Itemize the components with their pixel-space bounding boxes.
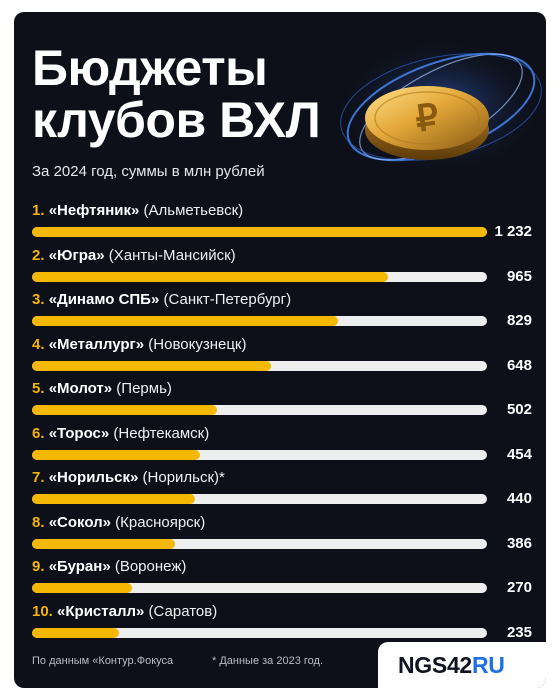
club-name: «Кристалл»	[57, 602, 145, 620]
title-line-1: Бюджеты	[32, 40, 268, 96]
bar-row: 8. «Сокол» (Красноярск) 386	[32, 514, 532, 558]
row-label: 1. «Нефтяник» (Альметьевск)	[32, 202, 243, 219]
bar-fill	[32, 627, 119, 638]
row-label: 8. «Сокол» (Красноярск)	[32, 514, 205, 531]
bar-fill	[32, 316, 339, 326]
rank-number: 9.	[32, 558, 45, 575]
bar-value-label: 440	[506, 490, 532, 507]
bar-row: 3. «Динамо СПБ» (Санкт-Петербург) 829	[32, 291, 532, 335]
row-label: 4. «Металлург» (Новокузнецк)	[32, 336, 247, 353]
page-title: Бюджеты клубов ВХЛ	[32, 40, 321, 148]
club-name: «Торос»	[48, 424, 110, 442]
club-city: (Красноярск)	[115, 513, 206, 531]
bar-value-label: 502	[506, 401, 532, 418]
bar-fill	[32, 449, 200, 460]
bar-track	[32, 538, 487, 549]
logo-main: NGS42	[398, 652, 472, 678]
bar-value-label: 829	[506, 312, 532, 329]
club-city: (Пермь)	[116, 380, 172, 397]
club-name: «Буран»	[48, 558, 111, 575]
club-city: (Воронеж)	[114, 558, 187, 575]
source-note: По данным «Контур.Фокуса	[32, 655, 174, 667]
club-city: (Ханты-Мансийск)	[108, 246, 236, 264]
bar-track	[32, 449, 487, 460]
club-city: (Нефтекамск)	[113, 424, 210, 442]
bar-value-label: 648	[506, 356, 532, 374]
bar-value-label: 1 232	[494, 223, 532, 240]
rank-number: 4.	[32, 335, 45, 353]
row-label: 9. «Буран» (Воронеж)	[32, 558, 186, 575]
bar-row: 4. «Металлург» (Новокузнецк) 648	[32, 336, 532, 380]
footnote: * Данные за 2023 год.	[212, 655, 323, 667]
bar-track	[32, 316, 487, 326]
bar-track	[32, 583, 487, 593]
bar-fill	[32, 227, 487, 237]
bar-row: 6. «Торос» (Нефтекамск) 454	[32, 425, 532, 469]
site-logo[interactable]: NGS42RU	[378, 642, 546, 688]
club-name: «Металлург»	[48, 335, 145, 353]
row-label: 6. «Торос» (Нефтекамск)	[32, 425, 209, 442]
club-name: «Молот»	[48, 380, 113, 397]
rank-number: 2.	[32, 246, 45, 264]
club-name: «Югра»	[48, 246, 105, 264]
club-name: «Динамо СПБ»	[48, 291, 160, 308]
rank-number: 8.	[32, 513, 45, 531]
row-label: 5. «Молот» (Пермь)	[32, 380, 172, 397]
bar-row: 2. «Югра» (Ханты-Мансийск) 965	[32, 247, 532, 291]
club-name: «Норильск»	[48, 469, 139, 486]
bar-fill	[32, 360, 272, 371]
bar-chart: 1. «Нефтяник» (Альметьевск) 1 232 2. «Югра…	[14, 12, 546, 652]
bar-value-label: 454	[506, 445, 532, 463]
bar-fill	[32, 583, 132, 593]
club-name: «Нефтяник»	[48, 202, 140, 219]
club-city: (Альметьевск)	[143, 202, 244, 219]
bar-track	[32, 360, 487, 371]
bar-track	[32, 627, 487, 638]
row-label: 7. «Норильск» (Норильск)*	[32, 469, 225, 486]
row-label: 3. «Динамо СПБ» (Санкт-Петербург)	[32, 291, 291, 308]
ruble-coin-icon: ₽	[329, 22, 546, 182]
rank-number: 5.	[32, 380, 45, 397]
bar-fill	[32, 405, 218, 415]
row-label: 2. «Югра» (Ханты-Мансийск)	[32, 247, 236, 264]
bar-track	[32, 405, 487, 415]
bar-value-label: 270	[506, 579, 532, 596]
rank-number: 1.	[32, 202, 45, 219]
title-line-2: клубов ВХЛ	[32, 92, 321, 148]
club-name: «Сокол»	[48, 513, 111, 531]
infographic-card: Бюджеты клубов ВХЛ	[14, 12, 546, 688]
rank-number: 10.	[32, 602, 53, 620]
bar-row: 10. «Кристалл» (Саратов) 235	[32, 603, 532, 647]
club-city: (Санкт-Петербург)	[163, 291, 292, 308]
rank-number: 7.	[32, 469, 45, 486]
bar-value-label: 965	[506, 267, 532, 285]
bar-value-label: 235	[506, 623, 532, 641]
club-city: (Норильск)*	[142, 469, 225, 486]
logo-suffix: RU	[471, 652, 505, 678]
bar-fill	[32, 538, 175, 549]
rank-number: 3.	[32, 291, 45, 308]
logo-text: NGS42RU	[398, 652, 505, 679]
bar-row: 5. «Молот» (Пермь) 502	[32, 380, 532, 424]
bar-row: 1. «Нефтяник» (Альметьевск) 1 232	[32, 202, 532, 246]
club-city: (Саратов)	[148, 602, 218, 620]
bar-fill	[32, 494, 195, 504]
bar-track	[32, 271, 487, 282]
club-city: (Новокузнецк)	[148, 335, 247, 353]
bar-track	[32, 494, 487, 504]
bar-row: 9. «Буран» (Воронеж) 270	[32, 558, 532, 602]
chart-subtitle: За 2024 год, суммы в млн рублей	[32, 163, 265, 180]
bar-row: 7. «Норильск» (Норильск)* 440	[32, 469, 532, 513]
bar-track	[32, 227, 487, 237]
bar-fill	[32, 271, 389, 282]
bar-value-label: 386	[506, 534, 532, 552]
row-label: 10. «Кристалл» (Саратов)	[32, 603, 217, 620]
rank-number: 6.	[32, 424, 45, 442]
